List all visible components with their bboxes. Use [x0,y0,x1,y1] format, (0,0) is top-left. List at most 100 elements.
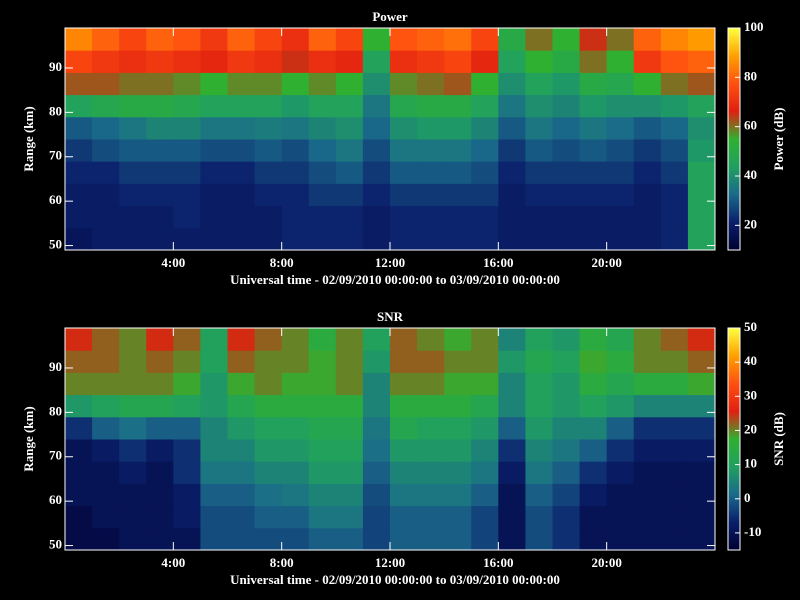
heatmap-cell [579,350,608,373]
heatmap-cell [92,183,120,207]
heatmap-cell [173,28,201,51]
heatmap-cell [579,94,608,118]
heatmap-cell [92,139,120,162]
heatmap-cell [335,183,364,207]
heatmap-cell [173,483,201,507]
heatmap-cell [552,483,581,507]
heatmap-cell [579,72,608,96]
heatmap-cell [281,205,310,229]
heatmap-cell [444,205,472,229]
heatmap-cell [498,28,526,51]
heatmap-cell [498,394,526,418]
heatmap-cell [362,227,391,251]
heatmap-cell [362,527,391,551]
heatmap-cell [525,350,553,373]
heatmap-cell [173,50,201,73]
heatmap-cell [552,328,581,351]
heatmap-cell [390,372,418,396]
heatmap-cell [390,416,418,440]
heatmap-cell [552,394,581,418]
heatmap-cell [146,28,174,51]
heatmap-cell [119,416,147,440]
heatmap-cell [254,116,283,140]
heatmap-cell [92,461,120,484]
heatmap-cell [444,394,472,418]
heatmap-cell [417,505,445,529]
y-tick-label: 80 [49,103,62,118]
heatmap-cell [200,50,228,73]
heatmap-cell [417,139,445,162]
heatmap-cell [633,394,662,418]
heatmap-cell [65,227,93,251]
heatmap-cell [92,439,120,462]
colorbar-tick-label: 60 [744,118,757,133]
heatmap-cell [471,461,499,484]
heatmap-cell [552,416,581,440]
heatmap-cell [417,439,445,462]
heatmap-cell [606,139,635,162]
heatmap-cell [227,350,256,373]
heatmap-cell [281,372,310,396]
heatmap-cell [146,72,174,96]
heatmap-cell [660,139,689,162]
heatmap-cell [633,372,662,396]
heatmap-cell [417,183,445,207]
heatmap-cell [281,116,310,140]
heatmap-cell [200,205,228,229]
heatmap-cell [390,461,418,484]
heatmap-cell [417,372,445,396]
heatmap-cell [65,50,93,73]
heatmap-cell [281,28,310,51]
heatmap-cell [200,439,228,462]
heatmap-cell [417,50,445,73]
x-tick-label: 20:00 [591,255,621,270]
heatmap-cell [471,505,499,529]
heatmap-cell [65,461,93,484]
heatmap-cell [417,328,445,351]
heatmap-cell [200,328,228,351]
heatmap-cell [281,416,310,440]
heatmap-cell [362,328,391,351]
heatmap-cell [335,483,364,507]
heatmap-cell [335,505,364,529]
colorbar-tick-label: 20 [744,421,757,436]
heatmap-cell [525,116,553,140]
heatmap-cell [254,416,283,440]
heatmap-cell [146,505,174,529]
heatmap-cell [498,161,526,184]
x-tick-label: 16:00 [483,255,513,270]
heatmap-cell [335,227,364,251]
heatmap-cell [254,527,283,551]
heatmap-cell [281,394,310,418]
heatmap-cell [633,50,662,73]
heatmap-cell [525,328,553,351]
heatmap-cell [92,350,120,373]
heatmap-cell [146,183,174,207]
heatmap-cell [660,161,689,184]
heatmap-cell [390,394,418,418]
heatmap-cell [362,116,391,140]
heatmap-cell [308,94,337,118]
heatmap-cell [525,439,553,462]
heatmap-cell [362,350,391,373]
heatmap-cell [65,372,93,396]
heatmap-cell [552,227,581,251]
heatmap-cell [200,461,228,484]
heatmap-cell [660,72,689,96]
heatmap-cell [471,527,499,551]
heatmap-cell [417,416,445,440]
heatmap-cell [390,72,418,96]
heatmap-cell [335,116,364,140]
heatmap-cell [254,505,283,529]
heatmap-cell [471,416,499,440]
heatmap-cell [65,505,93,529]
heatmap-cell [119,161,147,184]
heatmap-cell [308,28,337,51]
heatmap-cell [308,350,337,373]
heatmap-cell [498,350,526,373]
heatmap-cell [633,439,662,462]
heatmap-cell [65,350,93,373]
heatmap-cell [552,72,581,96]
heatmap-cell [119,227,147,251]
